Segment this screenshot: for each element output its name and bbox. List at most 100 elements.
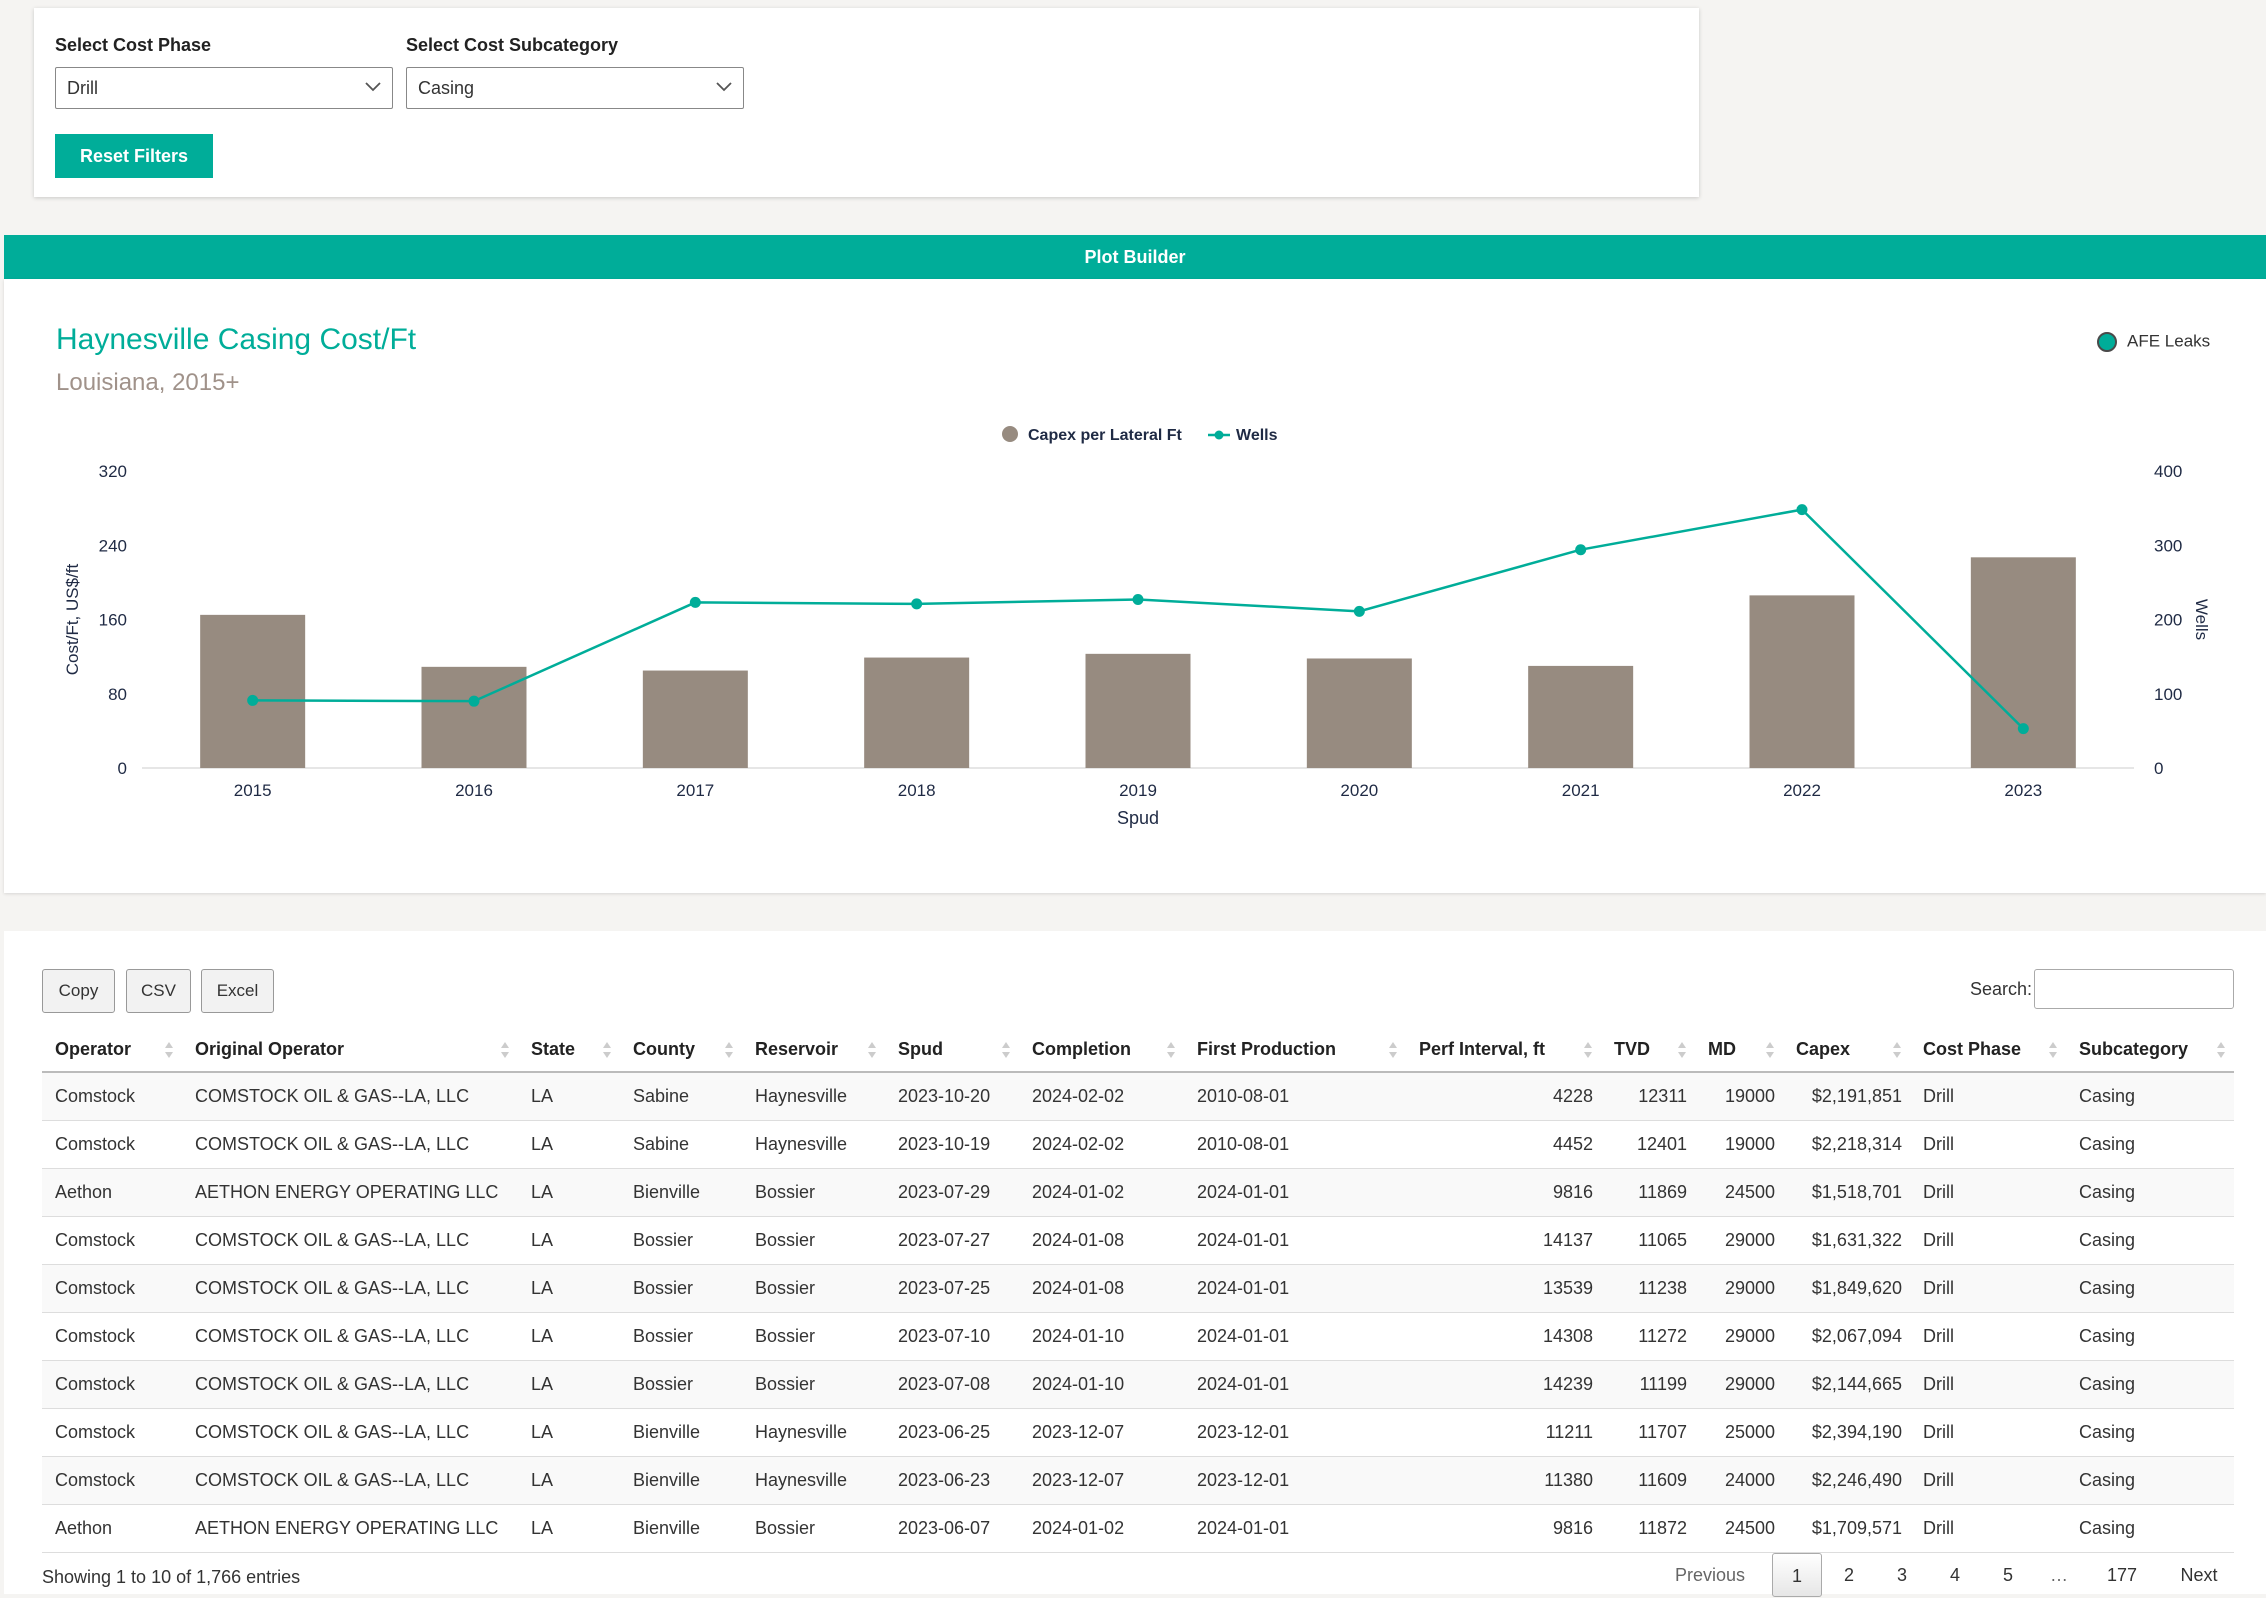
table-cell: Bossier [742,1216,885,1265]
table-row[interactable]: Aethon AETHON ENERGY OPERATING LLC LA Bienv… [42,1168,2234,1217]
column-header[interactable]: State [518,1027,620,1073]
table-cell: 2023-07-29 [885,1168,1019,1217]
y-tick-label: 160 [99,611,127,630]
table-cell: COMSTOCK OIL & GAS--LA, LLC [182,1072,518,1121]
table-cell: 2024-01-01 [1184,1216,1406,1265]
table-cell: 29000 [1695,1216,1783,1265]
pagination-page[interactable]: 5 [2002,1565,2013,1585]
column-header[interactable]: TVD [1601,1027,1695,1073]
afe-leaks-toggle[interactable]: AFE Leaks [2097,331,2210,352]
table-cell: Bossier [620,1312,742,1361]
table-cell: LA [518,1408,620,1457]
table-cell: 24000 [1695,1456,1783,1505]
table-cell: Comstock [42,1264,182,1313]
table-cell: 2023-12-01 [1184,1456,1406,1505]
table-row[interactable]: Comstock COMSTOCK OIL & GAS--LA, LLC LA Bos… [42,1216,2234,1265]
table-row[interactable]: Comstock COMSTOCK OIL & GAS--LA, LLC LA Bie… [42,1456,2234,1505]
column-header-label: County [633,1038,695,1059]
column-header[interactable]: First Production [1184,1027,1406,1073]
x-tick-label: 2018 [898,781,936,800]
table-cell: Bienville [620,1504,742,1553]
x-tick-label: 2016 [455,781,493,800]
column-header[interactable]: Reservoir [742,1027,885,1073]
table-cell: 2024-02-02 [1019,1072,1184,1121]
table-cell: Drill [1910,1216,2066,1265]
table-cell: Casing [2066,1216,2234,1265]
table-cell: Casing [2066,1264,2234,1313]
wells-point [1575,544,1587,556]
afe-leaks-dot-icon [2097,331,2117,352]
table-cell: 9816 [1406,1504,1601,1553]
table-row[interactable]: Comstock COMSTOCK OIL & GAS--LA, LLC LA Sab… [42,1120,2234,1169]
table-cell: Drill [1910,1408,2066,1457]
pagination-page[interactable]: 3 [1896,1565,1907,1585]
table-cell: $2,144,665 [1783,1360,1910,1409]
plot-builder-header[interactable]: Plot Builder [4,235,2266,279]
pagination-page[interactable]: 2 [1843,1565,1854,1585]
pagination-next[interactable]: Next [2180,1565,2218,1585]
sort-icon [1584,1042,1592,1058]
column-header[interactable]: Capex [1783,1027,1910,1073]
csv-button[interactable]: CSV [126,969,191,1013]
table-cell: $2,218,314 [1783,1120,1910,1169]
reset-filters-button[interactable]: Reset Filters [55,134,213,178]
table-cell: 29000 [1695,1312,1783,1361]
column-header[interactable]: Cost Phase [1910,1027,2066,1073]
pagination-page[interactable]: 4 [1949,1565,1960,1585]
column-header[interactable]: Operator [42,1027,182,1073]
table-cell: Bossier [620,1360,742,1409]
table-row[interactable]: Comstock COMSTOCK OIL & GAS--LA, LLC LA Bie… [42,1408,2234,1457]
table-cell: $2,191,851 [1783,1072,1910,1121]
sort-icon [603,1042,611,1058]
column-header[interactable]: County [620,1027,742,1073]
x-tick-label: 2021 [1562,781,1600,800]
table-cell: 2023-06-23 [885,1456,1019,1505]
table-cell: 24500 [1695,1504,1783,1553]
x-tick-label: 2020 [1340,781,1378,800]
cost-phase-value: Drill [67,78,98,98]
sort-icon [1002,1042,1010,1058]
pagination-page[interactable]: 177 [2106,1565,2138,1585]
pagination-previous[interactable]: Previous [1674,1565,1746,1585]
table-cell: Casing [2066,1072,2234,1121]
table-panel: Copy CSV Excel Search: Operator Original … [4,931,2266,1597]
table-row[interactable]: Comstock COMSTOCK OIL & GAS--LA, LLC LA Bos… [42,1312,2234,1361]
table-row[interactable]: Comstock COMSTOCK OIL & GAS--LA, LLC LA Sab… [42,1072,2234,1121]
table-cell: Bossier [742,1264,885,1313]
column-header[interactable]: Spud [885,1027,1019,1073]
sort-icon [2217,1042,2225,1058]
table-cell: 2010-08-01 [1184,1120,1406,1169]
sort-icon [501,1042,509,1058]
table-cell: 2024-01-01 [1184,1504,1406,1553]
legend-line-dot [1214,430,1224,440]
table-cell: LA [518,1312,620,1361]
legend-bar-marker [1002,426,1018,442]
table-row[interactable]: Comstock COMSTOCK OIL & GAS--LA, LLC LA Bos… [42,1264,2234,1313]
table-cell: Casing [2066,1408,2234,1457]
table-row[interactable]: Aethon AETHON ENERGY OPERATING LLC LA Bienv… [42,1504,2234,1553]
column-header[interactable]: Original Operator [182,1027,518,1073]
copy-button[interactable]: Copy [42,969,115,1013]
subcategory-select[interactable]: Casing [406,67,744,109]
table-cell: Bienville [620,1168,742,1217]
cost-phase-select[interactable]: Drill [55,67,393,109]
bar [1970,557,2076,768]
table-cell: 14239 [1406,1360,1601,1409]
table-cell: 2024-01-02 [1019,1168,1184,1217]
excel-button[interactable]: Excel [201,969,274,1013]
search-input[interactable] [2034,969,2234,1009]
column-header-label: Spud [898,1038,943,1059]
y2-tick-label: 300 [2154,536,2182,555]
chevron-down-icon [716,82,732,92]
sort-icon [1766,1042,1774,1058]
pagination-page[interactable]: 1 [1772,1553,1822,1597]
column-header-label: First Production [1197,1038,1336,1059]
column-header[interactable]: Completion [1019,1027,1184,1073]
table-cell: COMSTOCK OIL & GAS--LA, LLC [182,1360,518,1409]
column-header[interactable]: Perf Interval, ft [1406,1027,1601,1073]
column-header[interactable]: Subcategory [2066,1027,2234,1073]
table-cell: Casing [2066,1120,2234,1169]
column-header[interactable]: MD [1695,1027,1783,1073]
table-row[interactable]: Comstock COMSTOCK OIL & GAS--LA, LLC LA Bos… [42,1360,2234,1409]
table-cell: Bossier [620,1216,742,1265]
